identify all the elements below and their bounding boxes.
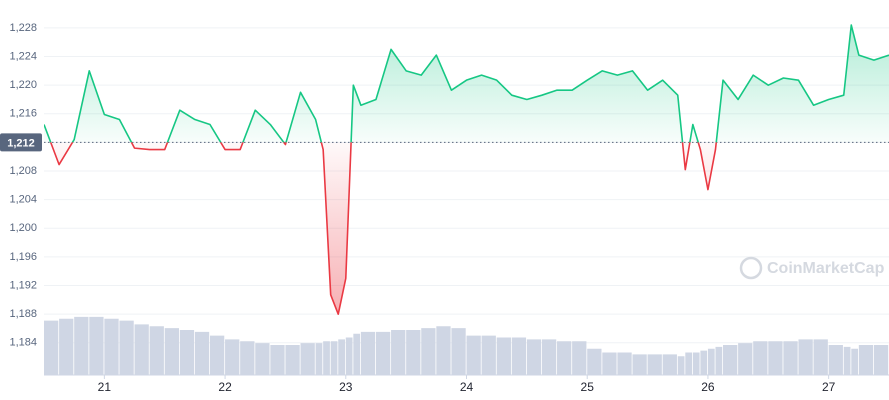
volume-bar [451,328,466,375]
x-tick-label: 24 [460,380,474,394]
y-tick-label: 1,196 [9,251,37,263]
volume-bar [798,339,813,375]
volume-bar [587,348,602,375]
volume-bar [715,346,723,375]
volume-bar [662,354,677,375]
y-tick-label: 1,228 [9,22,37,34]
volume-bar [632,354,647,375]
volume-bar [44,320,59,375]
volume-bar [572,341,587,375]
volume-bar [300,343,315,375]
volume-bar [345,337,353,375]
watermark-text: CoinMarketCap [767,260,885,277]
volume-bar [330,341,338,375]
volume-bar [240,341,255,375]
volume-bar [225,339,240,375]
volume-bar [685,352,693,375]
volume-bar [526,339,542,375]
y-tick-label: 1,192 [9,279,37,291]
baseline-label-box [0,133,42,152]
volume-bar [511,337,527,375]
volume-bar [323,341,330,375]
volume-bar [59,318,74,375]
x-tick-label: 25 [581,380,595,394]
volume-bar [557,341,572,375]
volume-bar [315,343,323,375]
lines [44,24,889,315]
x-tick-label: 21 [98,380,112,394]
price-line-down [49,142,718,315]
y-tick-label: 1,220 [9,79,37,91]
volume-bar [617,352,632,375]
volume-bar [828,345,843,375]
watermark: CoinMarketCap [739,256,885,280]
volume-bar [255,343,270,375]
volume-bar [753,341,768,375]
y-tick-label: 1,204 [9,194,37,206]
watermark-logo [739,256,763,280]
y-tick-label: 1,208 [9,165,37,177]
volume-bar [353,333,361,375]
volume-bar [375,331,391,375]
area-down [50,142,717,315]
volume-bar [74,316,89,375]
volume-bar [496,337,511,375]
x-tick-label: 22 [218,380,232,394]
price-line-up [44,24,889,143]
volume-bar [406,330,421,375]
volume-bar [149,326,164,375]
areas [44,25,889,315]
volume-bar [692,352,700,375]
volume-bar [270,345,285,375]
baseline-label: 1,212 [7,137,35,149]
volume-bar [421,328,436,375]
volume-bar [858,345,874,375]
area-up [44,25,889,143]
volume-bar [164,328,180,375]
volume-bar [209,335,225,375]
volume-bar [194,331,210,375]
volume-bar [391,330,406,375]
y-tick-label: 1,200 [9,222,37,234]
volume-bar [602,352,617,375]
x-tick-label: 23 [339,380,353,394]
volume-bar [738,343,753,375]
volume-bar [813,339,828,375]
volume-bar [700,350,708,375]
volume-bar [285,345,300,375]
volume-bar [851,348,859,375]
y-tick-label: 1,184 [9,337,37,349]
volume-bar [783,341,798,375]
volume-bars [44,316,889,375]
volume-bar [104,318,119,375]
volume-bar [873,345,889,375]
x-tick-label: 27 [822,380,836,394]
labels: 1,184 1,188 1,192 1,196 1,200 1,204 1,208 1,212… [0,22,836,394]
volume-bar [843,346,851,375]
volume-bar [677,356,685,375]
volume-bar [723,345,738,375]
volume-bar [707,348,715,375]
volume-bar [481,335,496,375]
y-tick-label: 1,224 [9,50,37,62]
y-tick-label: 1,216 [9,108,37,120]
volume-bar [360,331,376,375]
volume-bar [466,335,481,375]
volume-bar [89,316,104,375]
volume-bar [134,324,149,375]
volume-bar [768,341,783,375]
volume-bar [119,320,134,375]
volume-bar [179,330,195,375]
volume-bar [541,339,557,375]
volume-bar [436,326,451,375]
volume-bar [647,354,662,375]
y-tick-label: 1,188 [9,308,37,320]
x-tick-label: 26 [701,380,715,394]
volume-bar [338,339,345,375]
